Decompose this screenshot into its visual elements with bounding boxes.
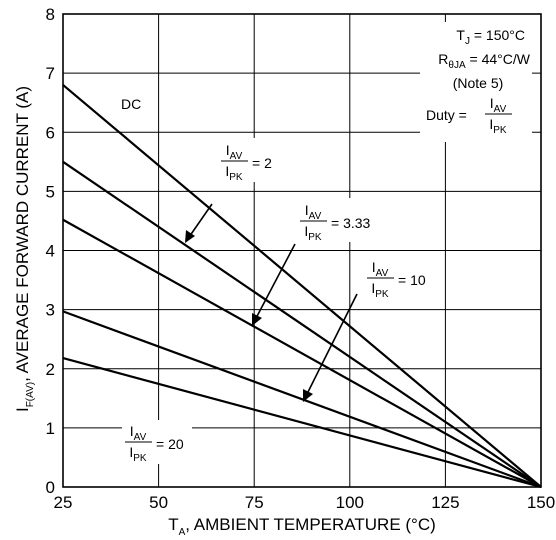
series-line-3 <box>62 310 542 489</box>
dc-label: DC <box>121 96 141 112</box>
conditions-block: TJ = 150°C RθJA = 44°C/W (Note 5) Duty =… <box>420 22 532 142</box>
plot-frame <box>62 13 542 488</box>
svg-text:= 3.33: = 3.33 <box>331 215 371 231</box>
y-tick-label: 7 <box>46 64 55 83</box>
note-text: (Note 5) <box>453 75 504 91</box>
svg-text:IPK: IPK <box>304 223 322 243</box>
svg-text:IAV: IAV <box>130 423 147 443</box>
y-tick-label: 3 <box>46 301 55 320</box>
svg-text:IPK: IPK <box>129 444 147 464</box>
duty-numerator: IAV <box>490 95 507 115</box>
annotation-ratio-20: IAV IPK = 20 <box>122 420 192 464</box>
annotation-ratio-10: IAV IPK = 10 <box>364 255 430 300</box>
svg-text:= 10: = 10 <box>398 272 426 288</box>
duty-denominator: IPK <box>489 116 507 136</box>
arrowhead-ratio-3-33 <box>252 313 262 326</box>
y-tick-label: 1 <box>46 419 55 438</box>
x-tick-label: 75 <box>245 493 264 512</box>
y-tick-label: 5 <box>46 182 55 201</box>
y-tick-label: 0 <box>46 478 55 497</box>
annotation-arrows <box>185 203 358 402</box>
arrow-ratio-3-33 <box>253 243 296 323</box>
series-line-0 <box>62 84 542 488</box>
svg-text:IAV: IAV <box>305 202 322 222</box>
arrowhead-ratio-10 <box>303 389 313 402</box>
rtheta-condition: RθJA = 44°C/W <box>438 51 530 71</box>
series-line-4 <box>62 357 542 489</box>
y-tick-label: 4 <box>46 242 55 261</box>
svg-text:IPK: IPK <box>225 163 243 183</box>
x-tick-label: 100 <box>336 493 364 512</box>
x-axis-title: TA, AMBIENT TEMPERATURE (°C) <box>168 515 436 538</box>
tick-labels: 25 50 75 100 125 150 0 1 2 3 4 5 6 7 8 <box>46 5 556 512</box>
y-tick-label: 2 <box>46 360 55 379</box>
y-tick-label: 8 <box>46 5 55 24</box>
svg-text:= 20: = 20 <box>156 436 184 452</box>
annotation-ratio-2: IAV IPK = 2 <box>218 138 278 183</box>
series-line-1 <box>62 160 542 488</box>
x-tick-label: 25 <box>54 493 73 512</box>
svg-text:IPK: IPK <box>371 280 389 300</box>
tj-condition: TJ = 150°C <box>456 27 525 47</box>
svg-text:IAV: IAV <box>372 259 389 279</box>
chart-series-group <box>62 84 542 489</box>
annotation-ratio-3-33: IAV IPK = 3.33 <box>297 198 375 243</box>
x-tick-label: 150 <box>527 493 555 512</box>
y-tick-label: 6 <box>46 123 55 142</box>
series-line-2 <box>62 218 542 488</box>
x-tick-label: 125 <box>431 493 459 512</box>
arrowhead-ratio-2 <box>185 230 195 243</box>
arrow-ratio-10 <box>304 293 358 399</box>
duty-label: Duty = <box>426 107 467 123</box>
y-axis-title: IF(AV), AVERAGE FORWARD CURRENT (A) <box>13 86 36 412</box>
x-tick-label: 50 <box>149 493 168 512</box>
svg-text:IAV: IAV <box>226 142 243 162</box>
svg-text:= 2: = 2 <box>252 155 272 171</box>
